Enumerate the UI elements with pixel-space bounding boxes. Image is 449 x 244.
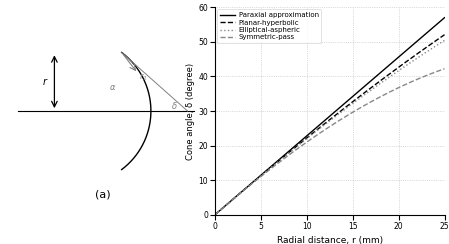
X-axis label: Radial distance, r (mm): Radial distance, r (mm) <box>277 236 383 244</box>
Text: $r_2$: $r_2$ <box>139 72 148 83</box>
Text: $\alpha$: $\alpha$ <box>109 83 116 92</box>
Text: $\delta$: $\delta$ <box>171 100 177 111</box>
Text: (a): (a) <box>95 190 111 200</box>
Text: r: r <box>43 77 47 87</box>
Y-axis label: Cone angle, δ (degree): Cone angle, δ (degree) <box>186 62 195 160</box>
Legend: Paraxial approximation, Planar-hyperbolic, Elliptical-aspheric, Symmetric-pass: Paraxial approximation, Planar-hyperboli… <box>217 10 321 43</box>
